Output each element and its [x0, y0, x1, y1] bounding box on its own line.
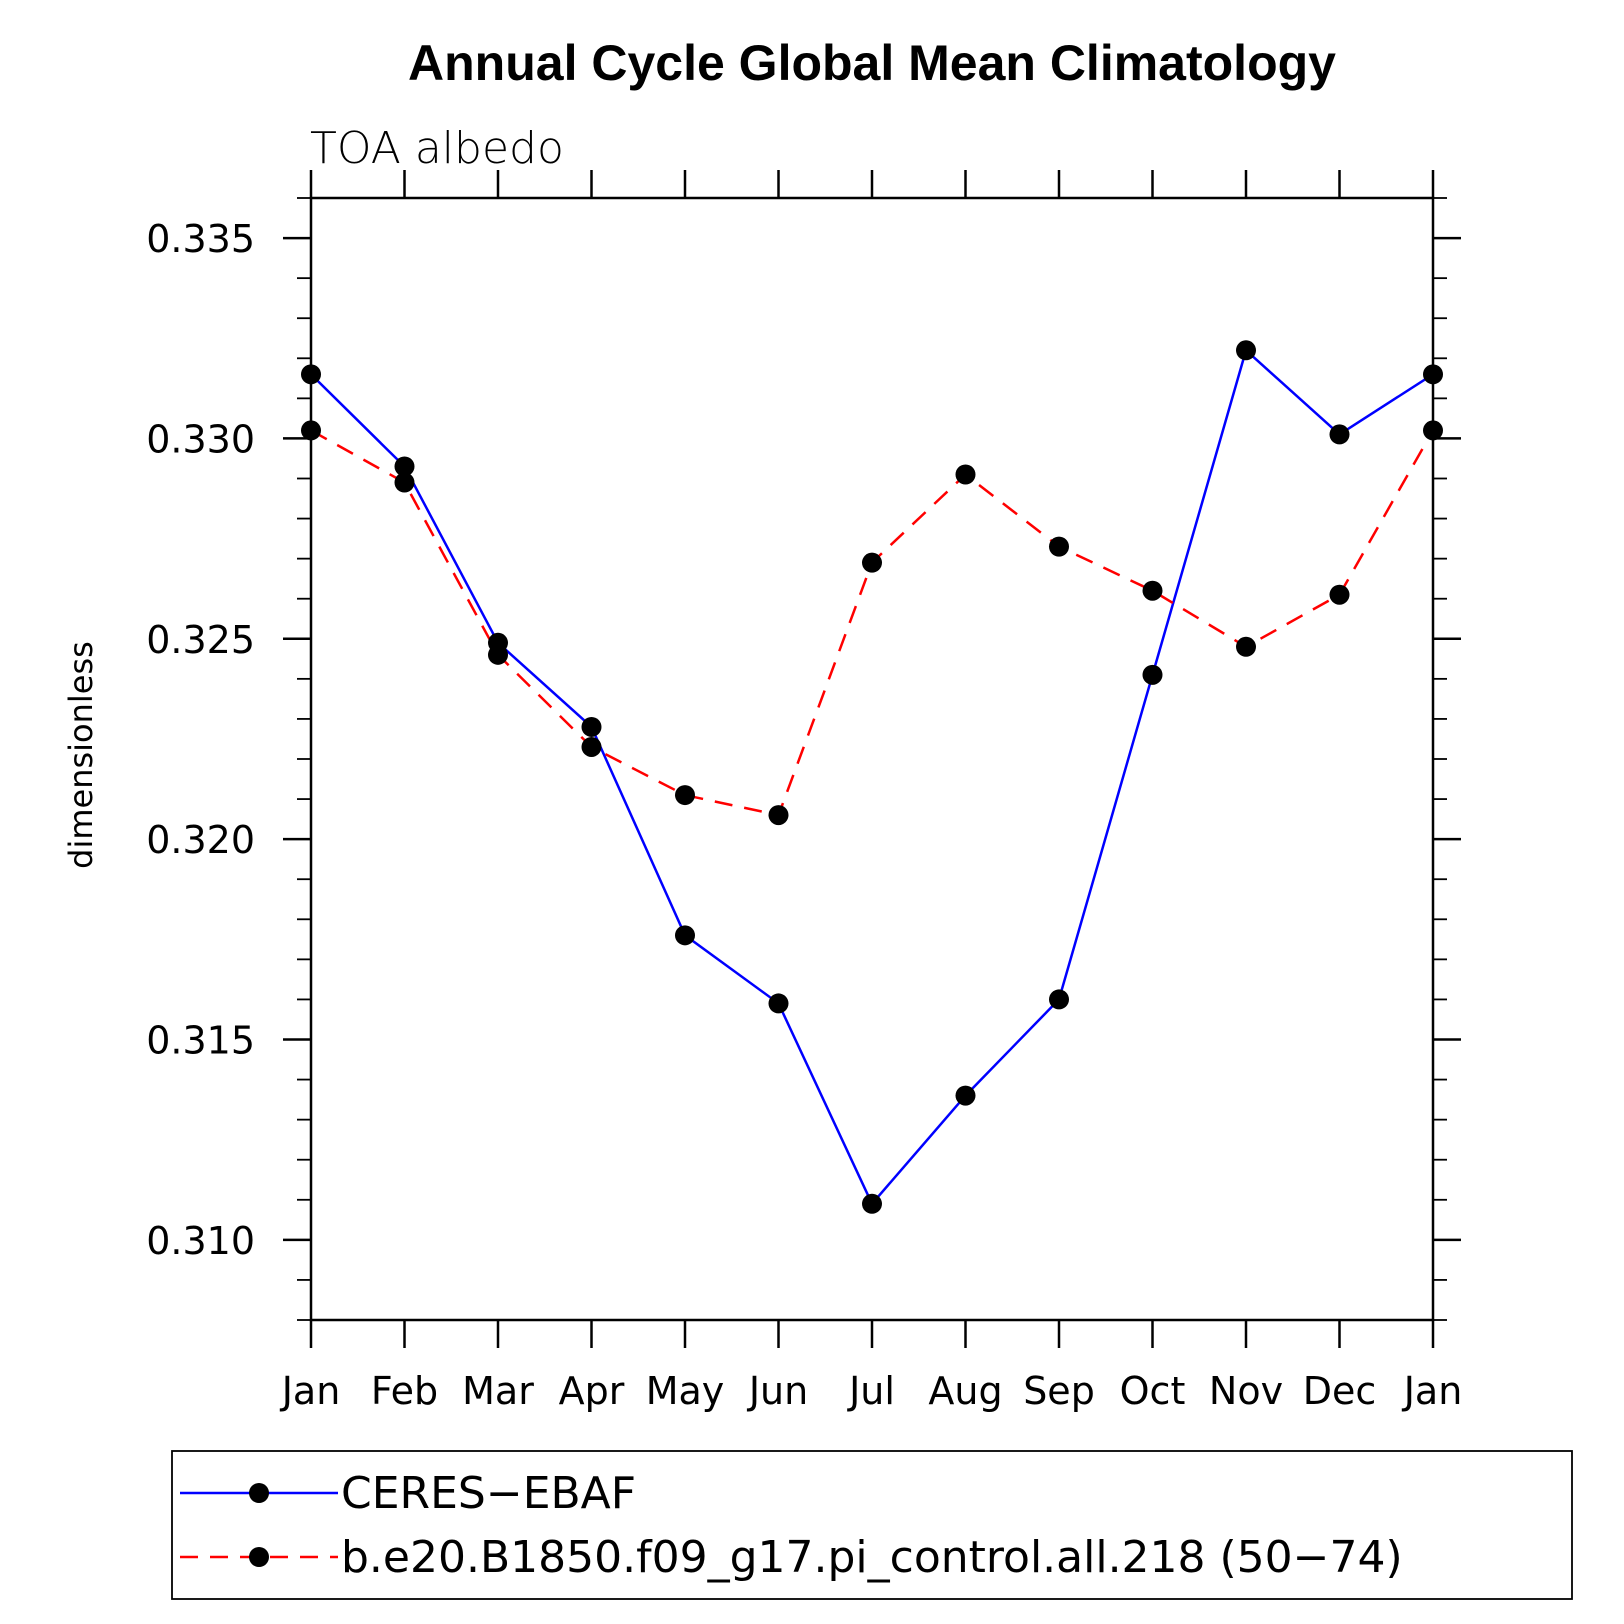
y-tick-label: 0.320 [146, 818, 255, 862]
series-0-point [955, 1085, 976, 1106]
x-tick-label: Oct [1120, 1369, 1186, 1413]
x-tick-label: Jan [1402, 1369, 1463, 1413]
series-0-point [675, 925, 695, 946]
x-tick-label: Feb [371, 1369, 438, 1413]
x-tick-label: Sep [1023, 1369, 1095, 1413]
legend-box [171, 1450, 1573, 1600]
axes-layer: Jan Feb Mar Apr May Jun Jul Aug Sep Oct Nov Dec Jan 0… [146, 170, 1462, 1413]
series-0-point [581, 716, 602, 737]
chart-subtitle: TOA albedo [310, 123, 564, 174]
legend-marker-model [249, 1547, 269, 1567]
legend-label-ceres: CERES−EBAF [341, 1468, 636, 1519]
x-tick-label: Jan [280, 1369, 341, 1413]
series-0-point [862, 1193, 882, 1214]
x-tick-label: Nov [1209, 1369, 1283, 1413]
series-1-point [1236, 636, 1256, 657]
series-0-point [1236, 340, 1256, 361]
series-0-point [1142, 664, 1163, 685]
x-tick-label: Jul [847, 1369, 895, 1413]
x-tick-label: Mar [462, 1369, 534, 1413]
series-line-1 [310, 429, 1435, 817]
legend-marker-ceres [249, 1483, 269, 1503]
x-tick-label: Jun [747, 1369, 808, 1413]
series-1-point [1049, 536, 1069, 557]
series-1-point [1329, 584, 1350, 605]
x-tick-label: May [646, 1369, 725, 1413]
series-layer [301, 340, 1443, 1214]
y-tick-label: 0.335 [146, 217, 255, 261]
series-1-point [768, 805, 789, 826]
series-line-0 [310, 348, 1434, 1207]
plot-frame [309, 196, 1435, 1322]
x-tick-label: Aug [928, 1369, 1002, 1413]
y-tick-label: 0.315 [146, 1019, 255, 1063]
series-0-point [768, 993, 789, 1014]
series-1-point [1142, 580, 1163, 601]
y-tick-label: 0.310 [146, 1219, 255, 1263]
chart-title: Annual Cycle Global Mean Climatology [408, 35, 1336, 91]
legend: CERES−EBAF b.e20.B1850.f09_g17.pi_contro… [171, 1450, 1573, 1600]
series-1-point [488, 644, 508, 665]
x-tick-label: Dec [1303, 1369, 1377, 1413]
series-0-point [1049, 989, 1069, 1010]
y-tick-label: 0.325 [146, 618, 255, 662]
series-1-point [581, 736, 602, 757]
series-1-point [394, 472, 415, 493]
series-0-point [1329, 424, 1350, 445]
x-tick-label: Apr [559, 1369, 625, 1413]
series-1-point [955, 464, 976, 485]
series-1-point [862, 552, 882, 573]
series-0-point [394, 456, 415, 477]
series-1-point [675, 785, 695, 806]
y-axis-label: dimensionless [62, 641, 100, 869]
y-tick-label: 0.330 [146, 417, 255, 461]
legend-label-model: b.e20.B1850.f09_g17.pi_control.all.218 (… [341, 1532, 1403, 1583]
